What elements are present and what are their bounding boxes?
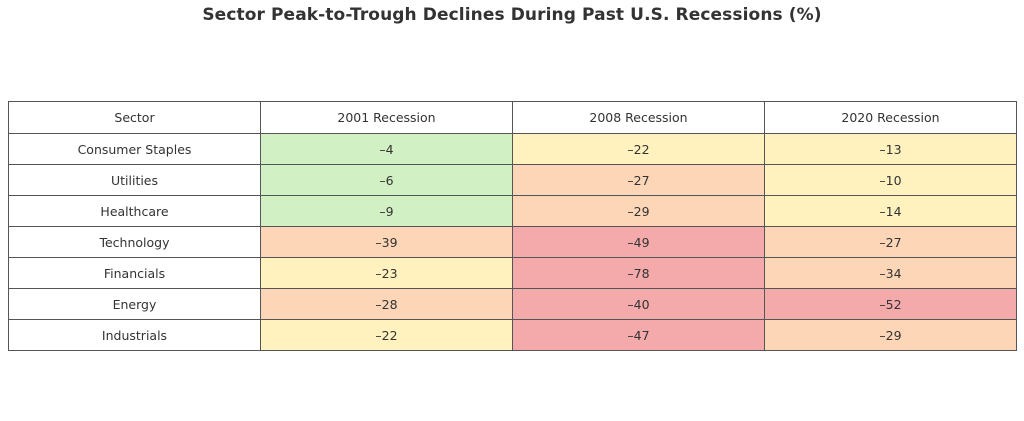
sector-cell: Energy	[8, 288, 261, 320]
value-cell: –9	[260, 195, 513, 227]
value-cell: –29	[764, 319, 1017, 351]
value-cell: –27	[512, 164, 765, 196]
column-header-2008: 2008 Recession	[512, 101, 765, 134]
table-row: Utilities –6 –27 –10	[8, 164, 1017, 196]
value-cell: –27	[764, 226, 1017, 258]
value-cell: –47	[512, 319, 765, 351]
sector-cell: Technology	[8, 226, 261, 258]
chart-title: Sector Peak-to-Trough Declines During Pa…	[202, 5, 822, 25]
column-header-2020: 2020 Recession	[764, 101, 1017, 134]
value-cell: –39	[260, 226, 513, 258]
value-cell: –52	[764, 288, 1017, 320]
value-cell: –49	[512, 226, 765, 258]
value-cell: –22	[512, 133, 765, 165]
table-row: Consumer Staples –4 –22 –13	[8, 133, 1017, 165]
value-cell: –29	[512, 195, 765, 227]
column-header-sector: Sector	[8, 101, 261, 134]
value-cell: –22	[260, 319, 513, 351]
column-header-2001: 2001 Recession	[260, 101, 513, 134]
value-cell: –34	[764, 257, 1017, 289]
value-cell: –6	[260, 164, 513, 196]
table-row: Industrials –22 –47 –29	[8, 319, 1017, 351]
value-cell: –13	[764, 133, 1017, 165]
value-cell: –14	[764, 195, 1017, 227]
table-row: Energy –28 –40 –52	[8, 288, 1017, 320]
value-cell: –28	[260, 288, 513, 320]
value-cell: –4	[260, 133, 513, 165]
sector-cell: Utilities	[8, 164, 261, 196]
table-row: Healthcare –9 –29 –14	[8, 195, 1017, 227]
sector-cell: Industrials	[8, 319, 261, 351]
sector-cell: Healthcare	[8, 195, 261, 227]
table-row: Technology –39 –49 –27	[8, 226, 1017, 258]
sector-cell: Financials	[8, 257, 261, 289]
sector-decline-table: Sector 2001 Recession 2008 Recession 202…	[8, 101, 1017, 351]
value-cell: –23	[260, 257, 513, 289]
value-cell: –10	[764, 164, 1017, 196]
value-cell: –40	[512, 288, 765, 320]
header-row: Sector 2001 Recession 2008 Recession 202…	[8, 101, 1017, 134]
table-row: Financials –23 –78 –34	[8, 257, 1017, 289]
sector-cell: Consumer Staples	[8, 133, 261, 165]
value-cell: –78	[512, 257, 765, 289]
